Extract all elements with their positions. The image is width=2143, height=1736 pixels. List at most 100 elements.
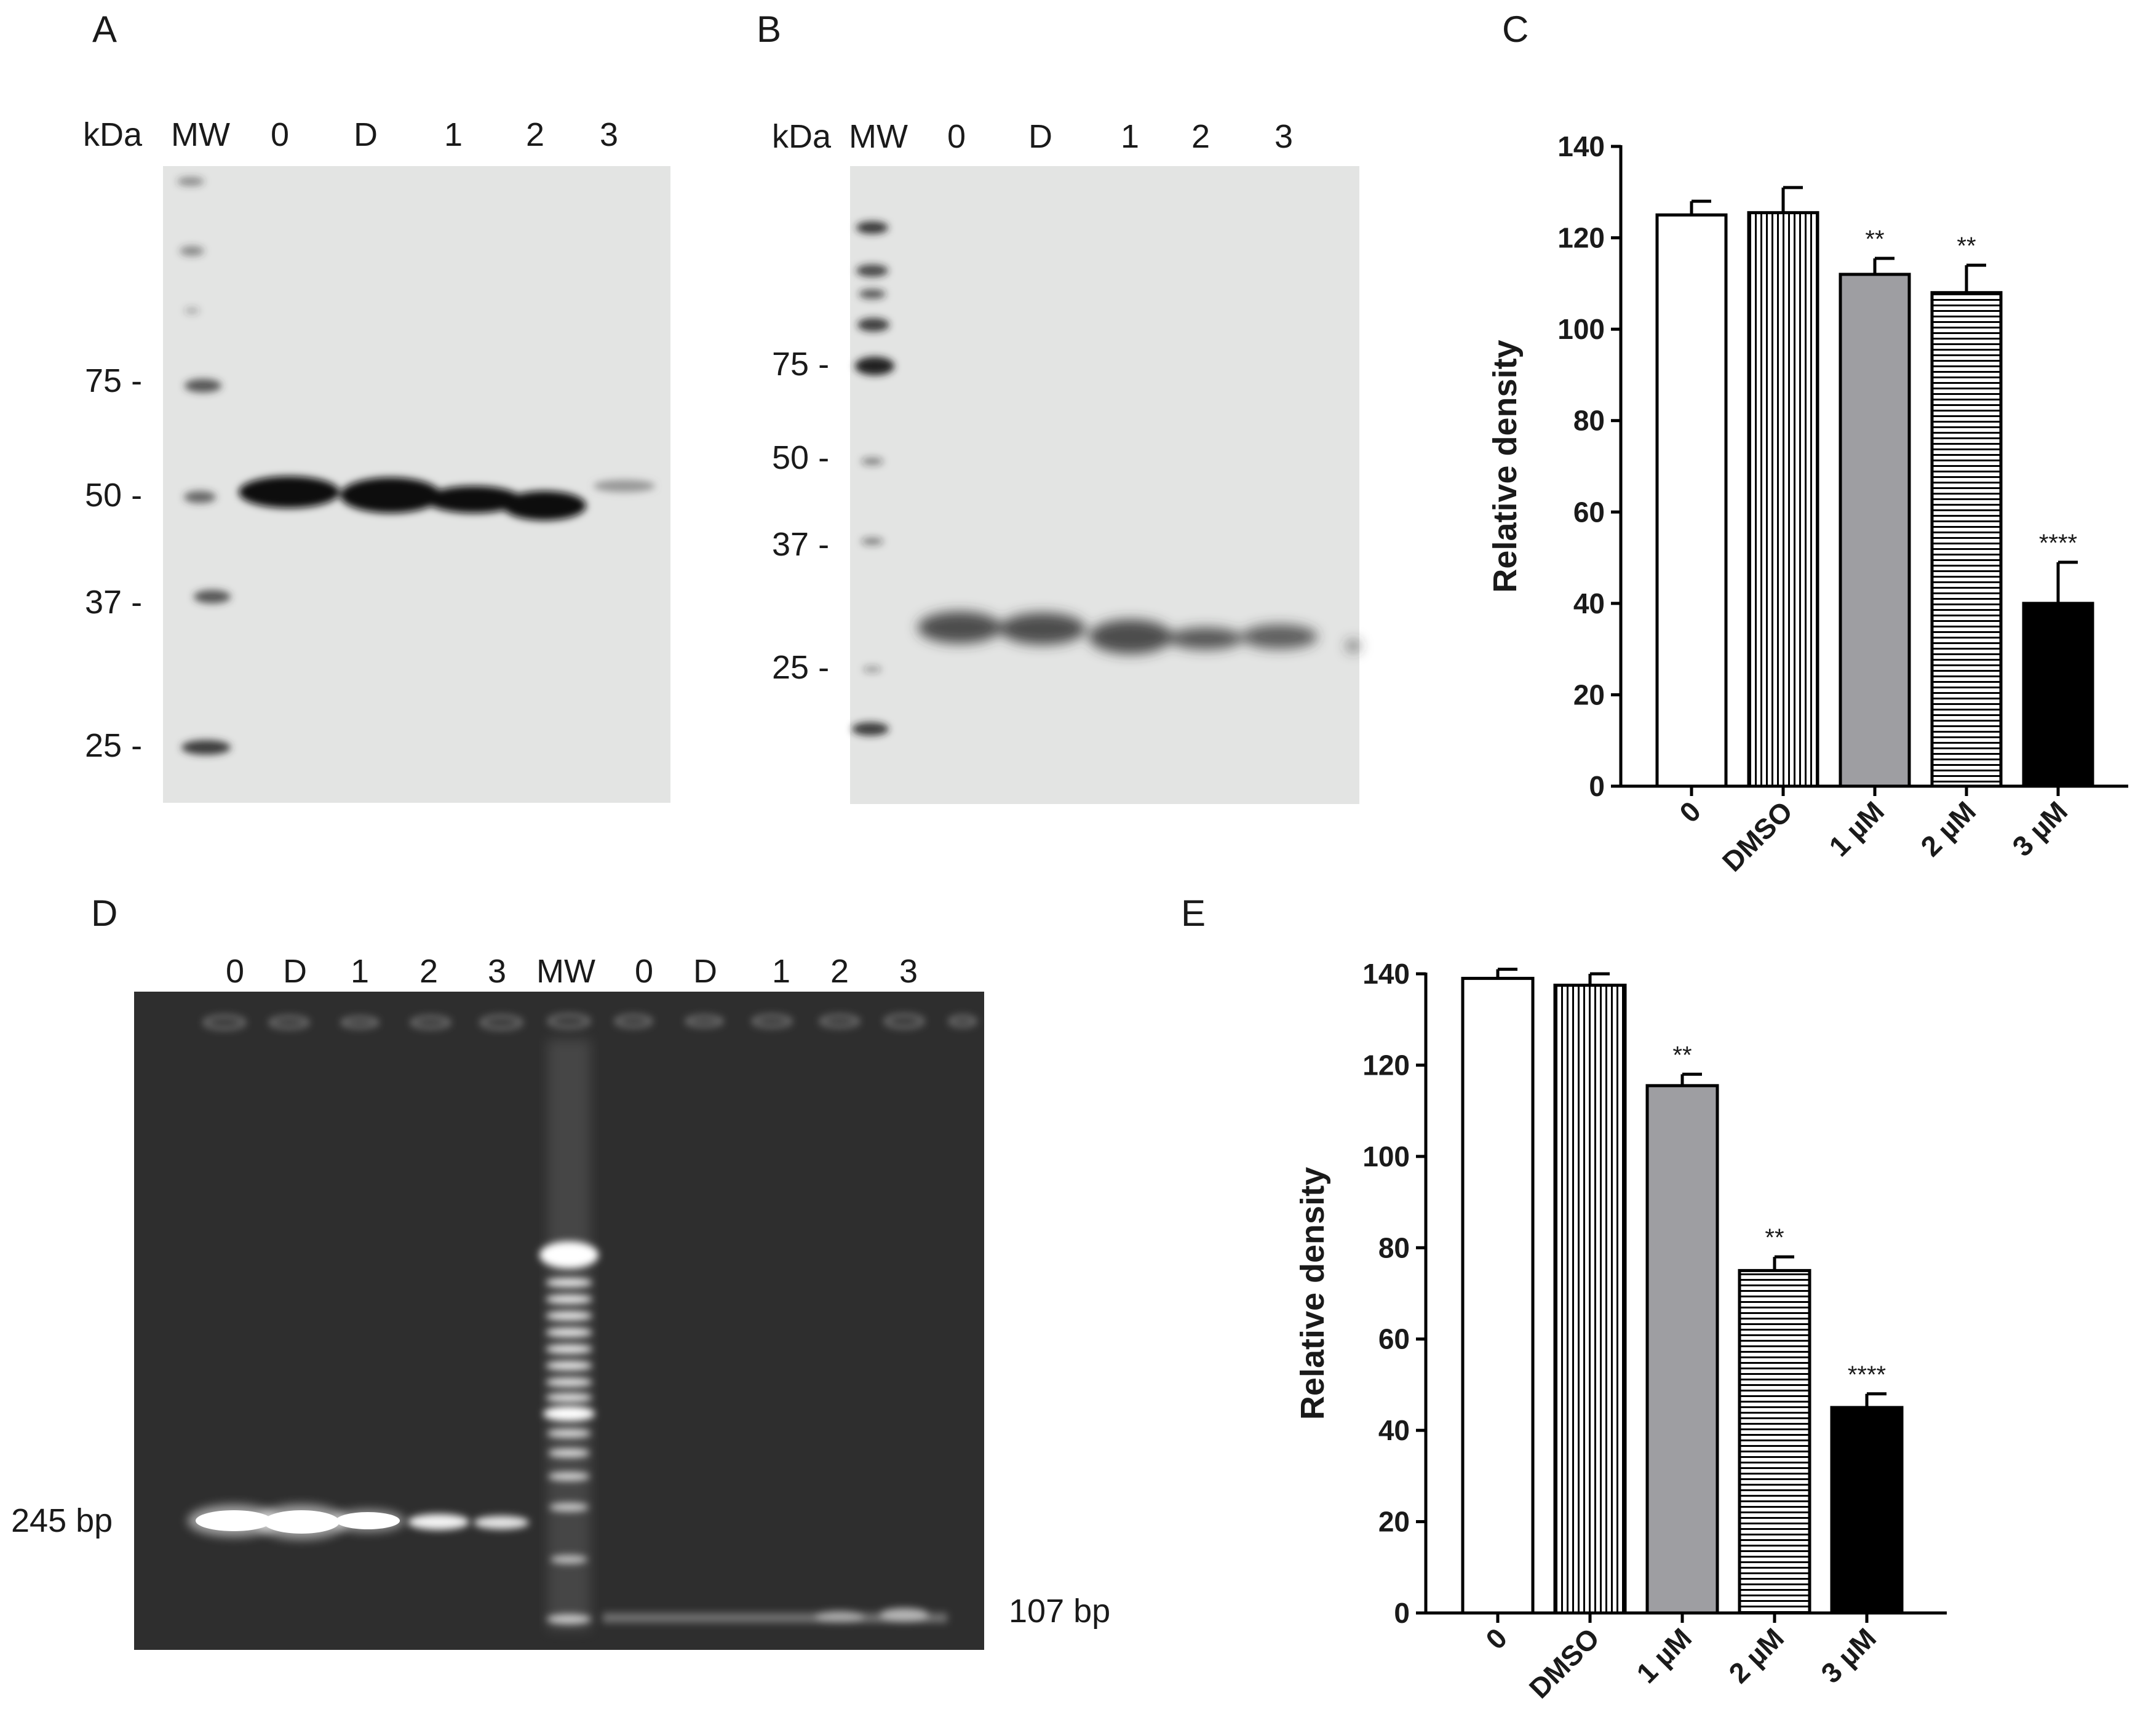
- y-tick-label: 80: [1573, 405, 1605, 437]
- panel-b-lane-3: 3: [1274, 118, 1293, 155]
- y-axis-label: Relative density: [1294, 1167, 1331, 1420]
- panel-a-lane-mw: MW: [171, 116, 230, 153]
- y-tick-label: 20: [1573, 679, 1605, 711]
- significance-label: **: [1765, 1224, 1784, 1251]
- panel-b-lane-kda: kDa: [772, 118, 832, 155]
- panel-d-lane-0b: 0: [635, 953, 653, 990]
- y-tick-label: 100: [1557, 313, 1605, 345]
- x-tick-label: 0: [1673, 795, 1707, 829]
- significance-label: ****: [2039, 530, 2077, 557]
- bar: [1839, 273, 1911, 788]
- y-tick-label: 0: [1589, 770, 1605, 802]
- y-tick-label: 40: [1573, 587, 1605, 619]
- western-blot-b: [850, 166, 1359, 804]
- y-tick-label: 40: [1378, 1414, 1410, 1446]
- gel-bands-245bp: [188, 1505, 529, 1539]
- panel-b-marker-50: 50 -: [772, 439, 829, 476]
- x-tick-label: 1 µM: [1630, 1622, 1698, 1689]
- panel-d-lane-1: 1: [351, 953, 369, 990]
- y-tick-label: 120: [1557, 222, 1605, 254]
- gel-wells: [203, 1014, 977, 1030]
- panel-e-letter: E: [1181, 893, 1206, 934]
- x-tick-label: 1 µM: [1823, 795, 1890, 862]
- panel-d-lane-mw: MW: [536, 953, 595, 990]
- panel-e: E 0 20 40 60 80 100 120 140 Relative density 0 DMS…: [1181, 893, 1947, 1705]
- gel-label-245bp: 245 bp: [11, 1502, 113, 1539]
- panel-a-lane-kda: kDa: [83, 116, 143, 153]
- panel-d: D 0 D 1 2 3 MW 0 D 1 2 3: [11, 893, 1110, 1650]
- panel-a-marker-25: 25 -: [85, 727, 142, 764]
- significance-label: **: [1672, 1041, 1692, 1069]
- bar: [1461, 976, 1535, 1615]
- ladder-b: [852, 221, 894, 736]
- bar: [1645, 1084, 1719, 1615]
- y-tick-label: 80: [1378, 1232, 1410, 1264]
- panel-a-lane-d: D: [354, 116, 378, 153]
- y-tick-label: 140: [1362, 958, 1410, 990]
- gel-ladder: [539, 1040, 598, 1630]
- bar: [1738, 1268, 1811, 1615]
- panel-a-letter: A: [92, 9, 117, 50]
- significance-label: ****: [1848, 1361, 1886, 1388]
- bar: [1553, 984, 1627, 1615]
- x-tick-label: 0: [1479, 1622, 1513, 1655]
- y-tick-label: 0: [1394, 1597, 1410, 1629]
- panel-a-marker-75: 75 -: [85, 362, 142, 399]
- panel-d-lane-3b: 3: [899, 953, 918, 990]
- panel-d-lane-3: 3: [488, 953, 506, 990]
- panel-b-lane-0: 0: [947, 118, 966, 155]
- panel-a-lane-0: 0: [271, 116, 289, 153]
- panel-b-marker-25: 25 -: [772, 649, 829, 686]
- panel-d-lane-db: D: [693, 953, 717, 990]
- bar: [1747, 211, 1819, 788]
- significance-label: **: [1865, 226, 1884, 253]
- bar: [1830, 1406, 1904, 1615]
- panel-d-lane-1b: 1: [772, 953, 790, 990]
- panel-b-lane-2: 2: [1191, 118, 1210, 155]
- chart-c: 0 20 40 60 80 100 120 140 Relative density 0 DMSO 1…: [1487, 130, 2128, 878]
- panel-a: A kDa MW 0 D 1 2 3 75 - 50 - 37 - 25 -: [83, 9, 670, 803]
- panel-a-lane-3: 3: [600, 116, 618, 153]
- panel-a-marker-50: 50 -: [85, 477, 142, 514]
- panel-b-marker-75: 75 -: [772, 346, 829, 383]
- y-tick-label: 140: [1557, 130, 1605, 162]
- panel-d-lane-2: 2: [419, 953, 438, 990]
- y-tick-label: 20: [1378, 1506, 1410, 1538]
- x-tick-label: 2 µM: [1722, 1622, 1790, 1689]
- gel-label-107bp: 107 bp: [1009, 1593, 1110, 1630]
- significance-label: **: [1957, 233, 1976, 260]
- panel-d-letter: D: [91, 893, 117, 934]
- y-tick-label: 60: [1573, 496, 1605, 528]
- y-tick-label: 120: [1362, 1049, 1410, 1081]
- y-axis-label: Relative density: [1487, 340, 1524, 592]
- panel-b: B kDa MW 0 D 1 2 3 75 - 50 - 37 - 25 -: [757, 9, 1361, 804]
- panel-b-lane-mw: MW: [849, 118, 908, 155]
- panel-a-lane-2: 2: [526, 116, 544, 153]
- y-tick-label: 60: [1378, 1323, 1410, 1355]
- x-tick-label: 2 µM: [1914, 795, 1982, 862]
- panel-c: C 0 20 40 60 80 100 120 140 Relative density 0 DMS…: [1487, 9, 2128, 878]
- bar: [1655, 213, 1728, 788]
- gel-bands-107bp: [603, 1608, 947, 1623]
- panel-b-lane-1: 1: [1121, 118, 1139, 155]
- panel-b-lane-d: D: [1028, 118, 1052, 155]
- panel-d-lane-2b: 2: [830, 953, 849, 990]
- x-tick-label: DMSO: [1523, 1622, 1605, 1704]
- panel-c-letter: C: [1502, 9, 1529, 50]
- bands-b: [918, 611, 1361, 654]
- ladder-a: [177, 177, 231, 755]
- x-tick-label: 3 µM: [2006, 795, 2073, 862]
- x-tick-label: 3 µM: [1815, 1622, 1882, 1689]
- bar: [1930, 291, 2003, 788]
- chart-e: 0 20 40 60 80 100 120 140 Relative density 0 DMSO 1…: [1294, 958, 1947, 1705]
- bar: [2022, 602, 2094, 788]
- panel-d-lane-0: 0: [226, 953, 244, 990]
- panel-a-marker-37: 37 -: [85, 584, 142, 621]
- y-tick-label: 100: [1362, 1141, 1410, 1173]
- bands-a: [239, 476, 655, 520]
- panel-b-letter: B: [757, 9, 781, 50]
- x-tick-label: DMSO: [1716, 795, 1799, 877]
- panel-b-marker-37: 37 -: [772, 526, 829, 563]
- panel-d-lane-d: D: [283, 953, 307, 990]
